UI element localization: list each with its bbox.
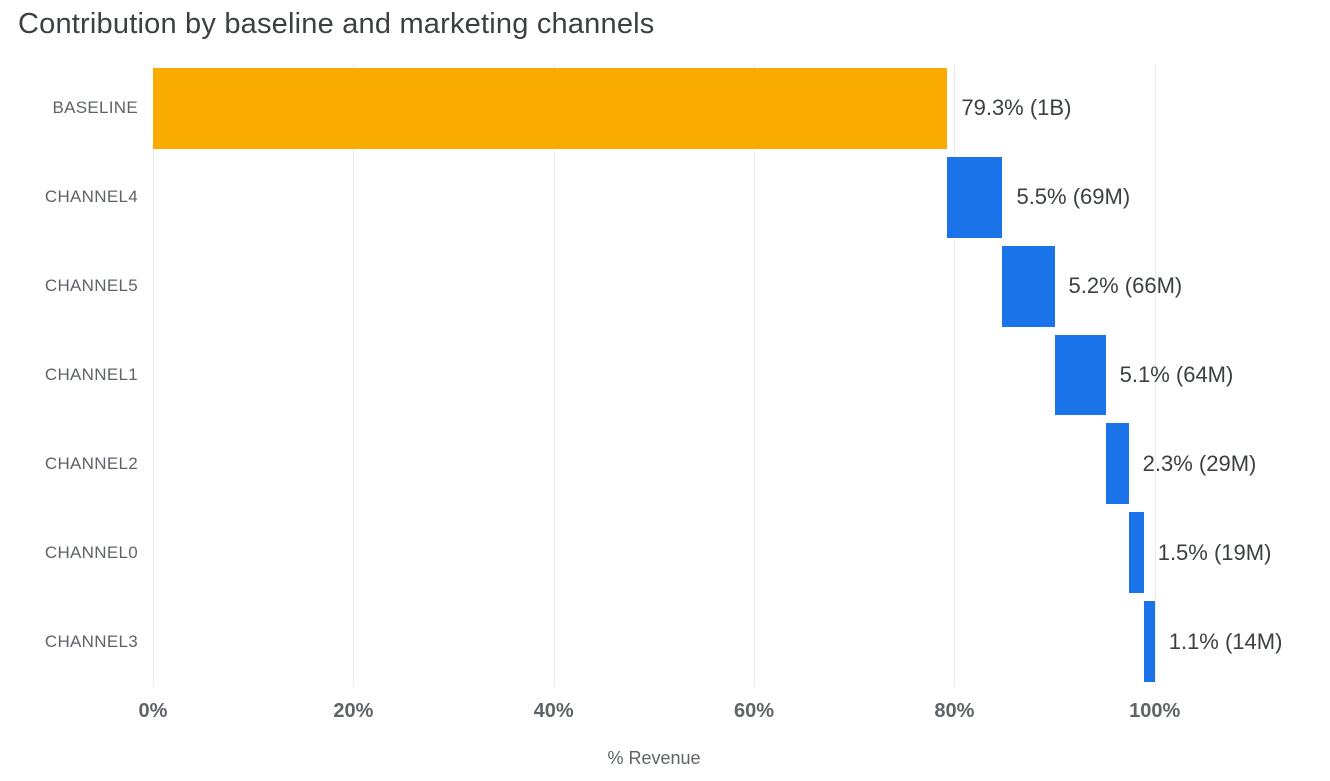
bar-row: 79.3% (1B) [153, 64, 1315, 153]
x-tick-label: 60% [734, 700, 775, 722]
x-tick-label: 40% [533, 700, 574, 722]
bar-baseline [153, 68, 948, 149]
category-label-channel0: CHANNEL0 [44, 542, 138, 562]
gridline [353, 64, 355, 686]
bar-value-label: 2.3% (29M) [1142, 450, 1257, 476]
bar-channel4 [947, 156, 1003, 238]
x-axis-ticks: 0% 20% 40% 60% 80% 100% [139, 700, 1315, 726]
bar-row: 1.5% (19M) [153, 508, 1315, 597]
category-label-channel1: CHANNEL1 [44, 364, 138, 384]
bar-row: 5.2% (66M) [153, 242, 1315, 331]
bar-row: 1.1% (14M) [153, 597, 1315, 686]
x-tick-label: 80% [934, 700, 975, 722]
category-label-channel2: CHANNEL2 [44, 453, 138, 473]
x-tick-label: 0% [138, 700, 168, 722]
gridline [1154, 64, 1156, 686]
bar-row: 5.1% (64M) [153, 331, 1315, 420]
bar-channel3 [1143, 601, 1155, 682]
bar-value-label: 1.1% (14M) [1168, 628, 1283, 654]
category-label-channel5: CHANNEL5 [44, 276, 138, 296]
category-label-channel4: CHANNEL4 [44, 187, 138, 207]
gridline [954, 64, 956, 686]
bar-value-label: 5.5% (69M) [1016, 184, 1131, 210]
category-axis: BASELINE CHANNEL4 CHANNEL5 CHANNEL1 CHANNEL2… [0, 64, 138, 686]
bar-value-label: 5.2% (66M) [1068, 273, 1183, 299]
gridline [754, 64, 756, 686]
gridline [153, 64, 154, 686]
bar-row: 2.3% (29M) [153, 419, 1315, 508]
x-axis-title: % Revenue [607, 748, 701, 768]
bar-value-label: 5.1% (64M) [1119, 361, 1234, 387]
bar-value-label: 79.3% (1B) [961, 95, 1072, 121]
x-tick-label: 100% [1129, 700, 1181, 722]
chart-title: Contribution by baseline and marketing c… [18, 8, 655, 40]
bar-channel5 [1002, 245, 1055, 327]
x-tick-label: 20% [333, 700, 374, 722]
gridline [553, 64, 555, 686]
category-label-baseline: BASELINE [52, 98, 138, 118]
bar-channel0 [1128, 512, 1144, 594]
category-label-channel3: CHANNEL3 [44, 631, 138, 651]
bar-value-label: 1.5% (19M) [1157, 539, 1272, 565]
bar-channel1 [1054, 334, 1106, 416]
plot-area: 79.3% (1B) 5.5% (69M) 5.2% (66M) 5.1% (64M)… [153, 64, 1315, 686]
bar-channel2 [1105, 423, 1129, 505]
bar-row: 5.5% (69M) [153, 153, 1315, 242]
